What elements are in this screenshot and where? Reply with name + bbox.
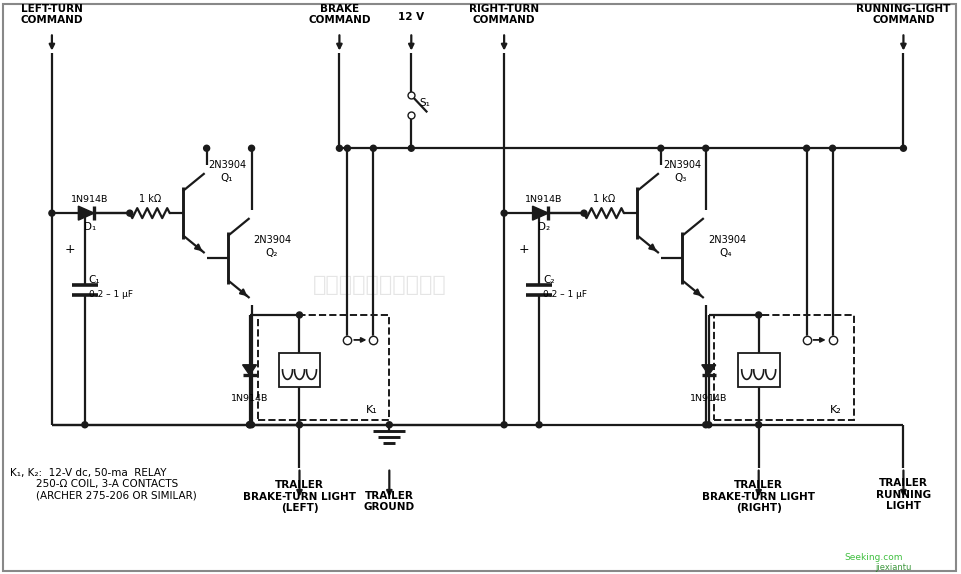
Circle shape (900, 145, 906, 151)
Circle shape (247, 422, 253, 428)
Text: 0.2 – 1 µF: 0.2 – 1 µF (543, 290, 587, 300)
Text: BRAKE
COMMAND: BRAKE COMMAND (308, 3, 371, 25)
Text: 2N3904: 2N3904 (254, 235, 292, 245)
Text: Q₂: Q₂ (265, 248, 278, 258)
Circle shape (370, 145, 377, 151)
Text: 2N3904: 2N3904 (707, 235, 746, 245)
Text: Q₄: Q₄ (720, 248, 732, 258)
Circle shape (501, 210, 507, 216)
Circle shape (705, 422, 712, 428)
Circle shape (702, 422, 709, 428)
Text: D₁: D₁ (84, 222, 96, 232)
Circle shape (297, 422, 303, 428)
Text: 1 kΩ: 1 kΩ (593, 194, 615, 204)
Circle shape (755, 312, 762, 318)
Text: 12 V: 12 V (398, 13, 425, 22)
Circle shape (702, 145, 709, 151)
Circle shape (536, 210, 542, 216)
Text: 2N3904: 2N3904 (209, 160, 247, 170)
Text: TRAILER
BRAKE-TURN LIGHT
(LEFT): TRAILER BRAKE-TURN LIGHT (LEFT) (243, 480, 356, 513)
Text: TRAILER
GROUND: TRAILER GROUND (364, 491, 415, 513)
Text: LEFT-TURN
COMMAND: LEFT-TURN COMMAND (20, 3, 84, 25)
Text: K₁, K₂:  12-V dc, 50-ma  RELAY
        250-Ω COIL, 3-A CONTACTS
        (ARCHER : K₁, K₂: 12-V dc, 50-ma RELAY 250-Ω COIL,… (10, 468, 197, 501)
Text: 0.2 – 1 µF: 0.2 – 1 µF (88, 290, 133, 300)
Text: Q₃: Q₃ (675, 173, 687, 183)
Circle shape (336, 145, 342, 151)
Text: 1N914B: 1N914B (690, 394, 727, 404)
Text: C₂: C₂ (543, 275, 554, 285)
Circle shape (408, 145, 414, 151)
Polygon shape (702, 364, 716, 375)
Circle shape (82, 422, 87, 428)
Bar (714, 315, 853, 420)
Text: 1 kΩ: 1 kΩ (138, 194, 160, 204)
Circle shape (344, 145, 351, 151)
Bar (279, 353, 320, 387)
Text: +: + (64, 243, 75, 255)
Circle shape (581, 210, 587, 216)
Text: jiexiantu: jiexiantu (875, 563, 912, 572)
Circle shape (297, 312, 303, 318)
Circle shape (386, 422, 392, 428)
Text: 2N3904: 2N3904 (663, 160, 701, 170)
Text: 杭州将睿科技有限公司: 杭州将睿科技有限公司 (312, 275, 446, 295)
Text: C₁: C₁ (88, 275, 101, 285)
Text: K₂: K₂ (829, 405, 842, 415)
Text: 1N914B: 1N914B (231, 394, 268, 404)
Text: +: + (518, 243, 530, 255)
Text: RIGHT-TURN
COMMAND: RIGHT-TURN COMMAND (469, 3, 539, 25)
Circle shape (829, 145, 835, 151)
Text: RUNNING-LIGHT
COMMAND: RUNNING-LIGHT COMMAND (856, 3, 950, 25)
Circle shape (658, 145, 664, 151)
Polygon shape (242, 364, 257, 375)
Bar (738, 353, 779, 387)
Circle shape (249, 422, 255, 428)
Text: Seeking.com: Seeking.com (844, 553, 902, 562)
Circle shape (49, 210, 55, 216)
Circle shape (501, 422, 507, 428)
Polygon shape (79, 206, 94, 220)
Text: S₁: S₁ (420, 98, 431, 108)
Circle shape (536, 422, 542, 428)
Circle shape (204, 145, 209, 151)
Bar (258, 315, 389, 420)
Circle shape (247, 422, 253, 428)
Text: Q₁: Q₁ (221, 173, 234, 183)
Text: D₂: D₂ (538, 222, 550, 232)
Text: 1N914B: 1N914B (71, 195, 109, 204)
Circle shape (803, 145, 809, 151)
Text: TRAILER
RUNNING
LIGHT: TRAILER RUNNING LIGHT (875, 478, 931, 511)
Text: TRAILER
BRAKE-TURN LIGHT
(RIGHT): TRAILER BRAKE-TURN LIGHT (RIGHT) (702, 480, 815, 513)
Polygon shape (532, 206, 549, 220)
Circle shape (249, 145, 255, 151)
Text: K₁: K₁ (365, 405, 378, 415)
Circle shape (127, 210, 133, 216)
Circle shape (755, 422, 762, 428)
Text: 1N914B: 1N914B (526, 195, 563, 204)
